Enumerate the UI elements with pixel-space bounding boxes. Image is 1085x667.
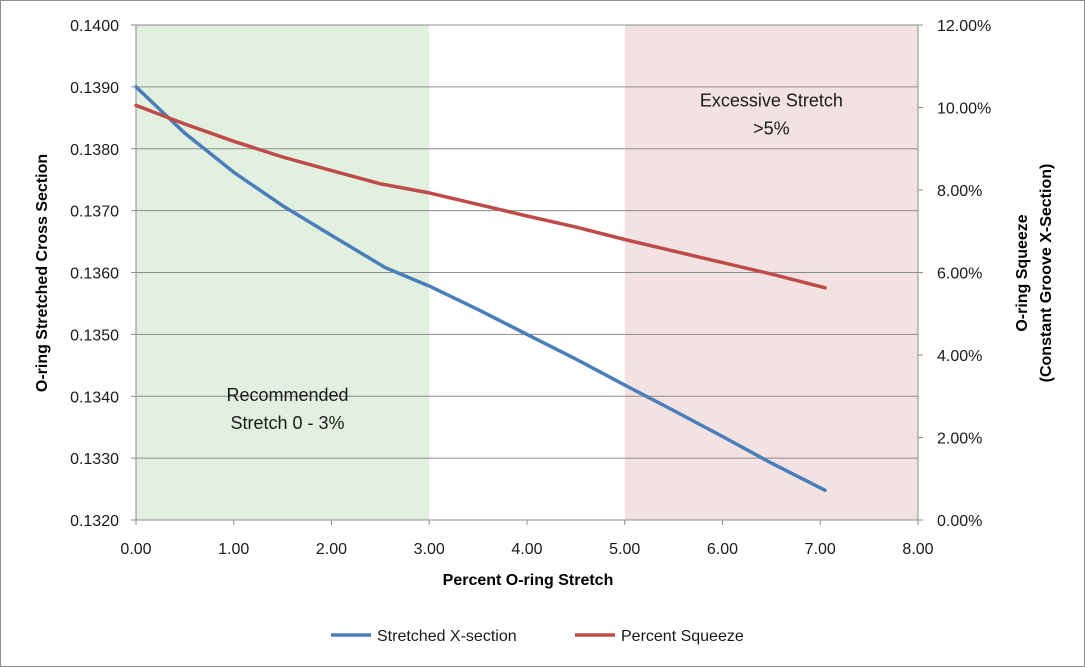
y2-axis-title-line1: O-ring Squeeze: [1014, 214, 1031, 331]
y2-tick-label: 0.00%: [937, 513, 982, 530]
x-tick-label: 0.00: [120, 541, 151, 558]
y-tick-label: 0.1320: [70, 513, 119, 530]
x-tick-label: 7.00: [805, 541, 836, 558]
y2-tick-label: 6.00%: [937, 266, 982, 283]
x-tick-label: 3.00: [414, 541, 445, 558]
y-tick-label: 0.1330: [70, 451, 119, 468]
y-tick-label: 0.1360: [70, 266, 119, 283]
x-tick-label: 2.00: [316, 541, 347, 558]
legend: Stretched X-section Percent Squeeze: [331, 628, 744, 645]
region-label-excessive-line1: Excessive Stretch: [700, 91, 843, 111]
legend-label-percent-squeeze: Percent Squeeze: [621, 628, 744, 645]
y-tick-label: 0.1380: [70, 142, 119, 159]
y-tick-label: 0.1350: [70, 327, 119, 344]
gridlines-layer: [136, 24, 918, 521]
region-label-recommended-line2: Stretch 0 - 3%: [230, 413, 344, 433]
region-label-excessive-line2: >5%: [753, 119, 790, 139]
y-tick-label: 0.1390: [70, 80, 119, 97]
x-axis-title: Percent O-ring Stretch: [443, 572, 614, 589]
y-tick-label: 0.1400: [70, 18, 119, 35]
y2-tick-label: 2.00%: [937, 431, 982, 448]
axis-titles-layer: Percent O-ring Stretch O-ring Stretched …: [34, 154, 1055, 589]
y2-tick-label: 12.00%: [937, 18, 991, 35]
y2-tick-label: 8.00%: [937, 183, 982, 200]
region-label-recommended-line1: Recommended: [226, 385, 348, 405]
series-layer: [134, 85, 827, 493]
x-tick-label: 4.00: [511, 541, 542, 558]
legend-label-stretched-x-section: Stretched X-section: [377, 628, 517, 645]
series-line-percent-squeeze: [134, 103, 827, 290]
ticks-layer: 0.00 1.00 2.00 3.00 4.00 5.00 6.00 7.00 8.00 0.13…: [70, 18, 991, 558]
x-tick-label: 5.00: [609, 541, 640, 558]
x-tick-label: 6.00: [707, 541, 738, 558]
annotations-layer: Recommended Stretch 0 - 3% Excessive Stret…: [226, 91, 842, 434]
y2-axis-title-line2: (Constant Groove X-Section): [1038, 164, 1055, 383]
y2-tick-label: 4.00%: [937, 348, 982, 365]
y-tick-label: 0.1370: [70, 204, 119, 221]
y-axis-title: O-ring Stretched Cross Section: [34, 154, 51, 392]
x-tick-label: 8.00: [902, 541, 933, 558]
x-tick-label: 1.00: [218, 541, 249, 558]
series-line-stretched-x-section: [134, 85, 827, 493]
y2-tick-label: 10.00%: [937, 101, 991, 118]
y-tick-label: 0.1340: [70, 389, 119, 406]
